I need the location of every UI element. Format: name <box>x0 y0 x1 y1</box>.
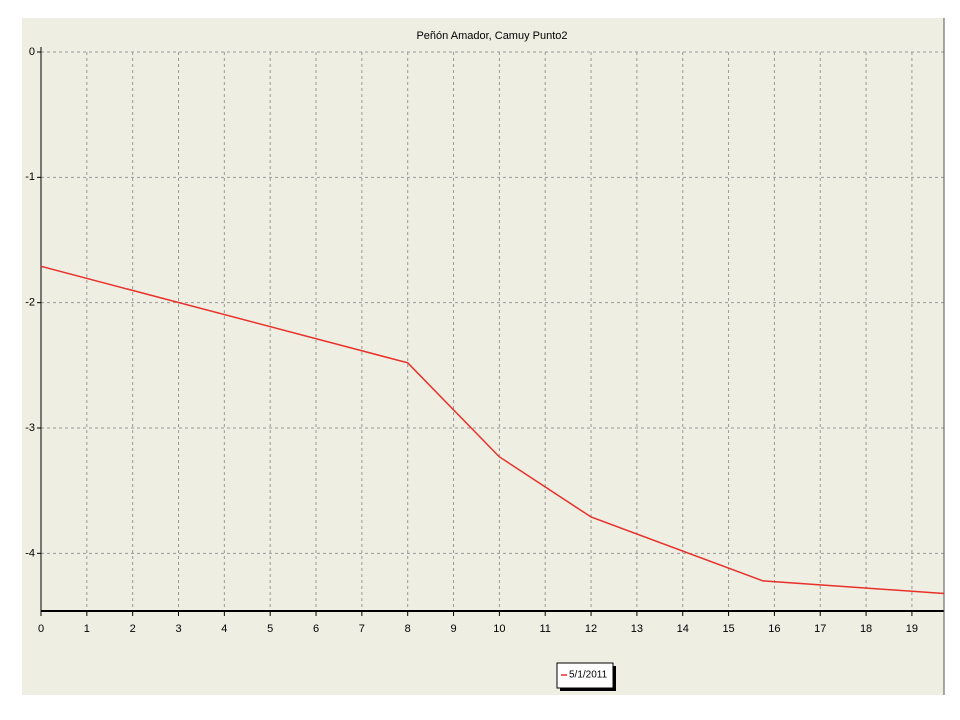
y-tick-label: -4 <box>25 547 35 559</box>
x-tick-label: 12 <box>585 623 597 635</box>
x-tick-label: 1 <box>84 623 90 635</box>
x-tick-label: 10 <box>493 623 505 635</box>
x-tick-label: 8 <box>405 623 411 635</box>
x-tick-label: 0 <box>38 623 44 635</box>
x-tick-label: 5 <box>267 623 273 635</box>
y-tick-label: 0 <box>29 46 35 58</box>
panel <box>22 18 944 695</box>
y-tick-label: -3 <box>25 422 35 434</box>
x-tick-label: 17 <box>814 623 826 635</box>
x-tick-label: 9 <box>450 623 456 635</box>
x-tick-label: 13 <box>631 623 643 635</box>
x-tick-label: 16 <box>768 623 780 635</box>
legend-label: 5/1/2011 <box>569 670 608 681</box>
x-tick-label: 6 <box>313 623 319 635</box>
chart-title: Peñón Amador, Camuy Punto2 <box>416 30 567 42</box>
x-tick-label: 15 <box>722 623 734 635</box>
line <box>40 265 945 595</box>
x-tick-label: 11 <box>540 623 551 635</box>
x-tick-label: 19 <box>906 623 918 635</box>
x-tick-label: 14 <box>677 623 689 635</box>
x-tick-label: 4 <box>221 623 227 635</box>
y-tick-label: -1 <box>25 171 35 183</box>
x-tick-label: 2 <box>130 623 136 635</box>
x-tick-label: 3 <box>175 623 181 635</box>
x-tick-label: 18 <box>860 623 872 635</box>
x-tick-label: 7 <box>359 623 365 635</box>
y-tick-label: -2 <box>25 297 35 309</box>
